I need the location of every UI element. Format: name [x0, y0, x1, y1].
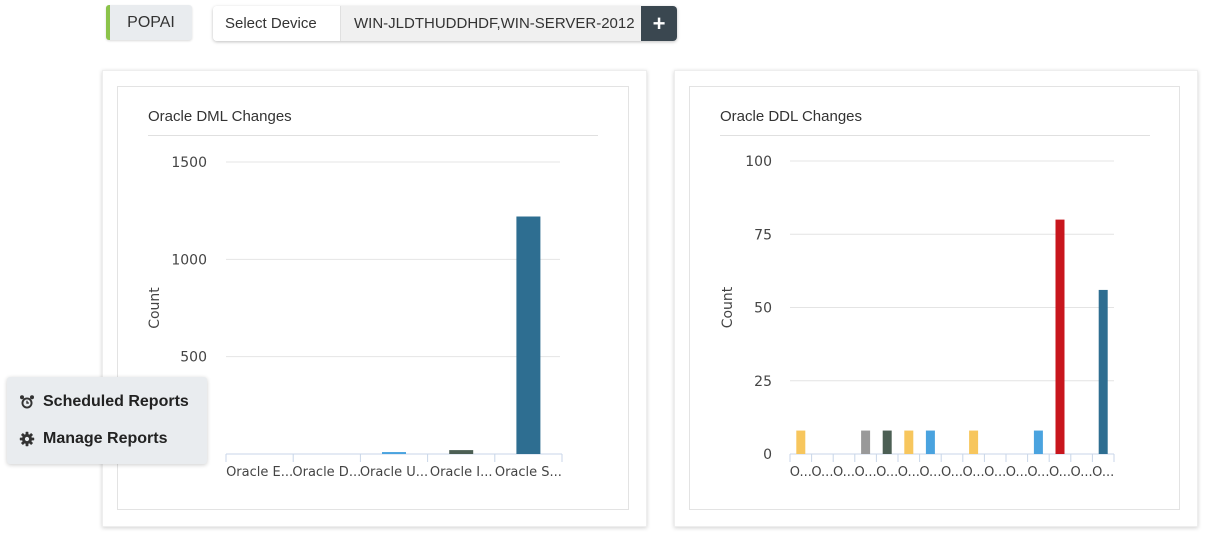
x-tick-label: O... — [963, 465, 985, 480]
y-axis-label: Count — [147, 287, 163, 329]
ddl-title-divider — [720, 135, 1150, 136]
gear-icon — [19, 431, 35, 447]
scheduled-reports-item[interactable]: Scheduled Reports — [19, 393, 189, 411]
dml-chart-title: Oracle DML Changes — [148, 108, 292, 125]
dml-chart-frame — [117, 86, 629, 510]
x-tick-label: Oracle I... — [430, 465, 493, 480]
device-input[interactable]: WIN-JLDTHUDDHDF,WIN-SERVER-2012 — [341, 6, 641, 41]
y-tick-label: 0 — [763, 447, 772, 463]
add-device-button[interactable]: + — [641, 6, 677, 41]
x-tick-label: O... — [1049, 465, 1071, 480]
x-tick-label: O... — [876, 465, 898, 480]
y-axis-label: Count — [720, 286, 736, 328]
x-tick-label: O... — [1006, 465, 1028, 480]
popai-tab-label: POPAI — [127, 13, 175, 31]
ddl-chart-title: Oracle DDL Changes — [720, 108, 863, 125]
x-tick-label: O... — [833, 465, 855, 480]
x-tick-label: O... — [1092, 465, 1114, 480]
popai-tab[interactable]: POPAI — [106, 5, 192, 40]
x-tick-label: Oracle E... — [226, 465, 293, 480]
x-tick-label: O... — [898, 465, 920, 480]
y-tick-label: 50 — [754, 301, 772, 317]
x-tick-label: Oracle U... — [360, 465, 428, 480]
x-tick-label: O... — [790, 465, 812, 480]
x-tick-label: O... — [811, 465, 833, 480]
ddl-chart-frame — [689, 86, 1180, 510]
scheduled-reports-label: Scheduled Reports — [43, 393, 189, 410]
x-tick-label: Oracle D... — [292, 465, 361, 480]
reports-menu: Scheduled Reports Manage Reports — [7, 377, 207, 464]
y-tick-label: 75 — [754, 227, 772, 243]
manage-reports-label: Manage Reports — [43, 430, 168, 447]
bar — [904, 430, 914, 454]
bar — [1033, 430, 1043, 454]
x-tick-label: Oracle S... — [495, 465, 562, 480]
bar — [1098, 289, 1108, 454]
dml-title-divider — [148, 135, 598, 136]
x-tick-label: O... — [855, 465, 877, 480]
bar — [882, 430, 892, 454]
device-selector: Select Device WIN-JLDTHUDDHDF,WIN-SERVER… — [213, 6, 677, 41]
manage-reports-item[interactable]: Manage Reports — [19, 430, 167, 448]
select-device-label: Select Device — [213, 6, 341, 41]
bar — [861, 430, 871, 454]
y-tick-label: 100 — [745, 154, 772, 170]
bar — [796, 430, 806, 454]
bar — [516, 216, 541, 454]
ddl-chart-card: Oracle DDL Changes 100 75 50 25 0 Count O... O.… — [674, 70, 1198, 527]
alarm-clock-icon — [19, 394, 35, 410]
y-tick-label: 500 — [180, 350, 207, 366]
bar — [449, 450, 474, 454]
y-tick-label: 1500 — [171, 155, 207, 171]
bar — [969, 430, 979, 454]
x-tick-label: O... — [941, 465, 963, 480]
bar — [382, 452, 406, 454]
x-tick-label: O... — [1027, 465, 1049, 480]
x-tick-label: O... — [1071, 465, 1093, 480]
bar — [1055, 219, 1065, 454]
x-tick-label: O... — [984, 465, 1006, 480]
y-tick-label: 1000 — [171, 252, 207, 268]
y-tick-label: 25 — [754, 374, 772, 390]
x-tick-label: O... — [919, 465, 941, 480]
bar — [925, 430, 935, 454]
